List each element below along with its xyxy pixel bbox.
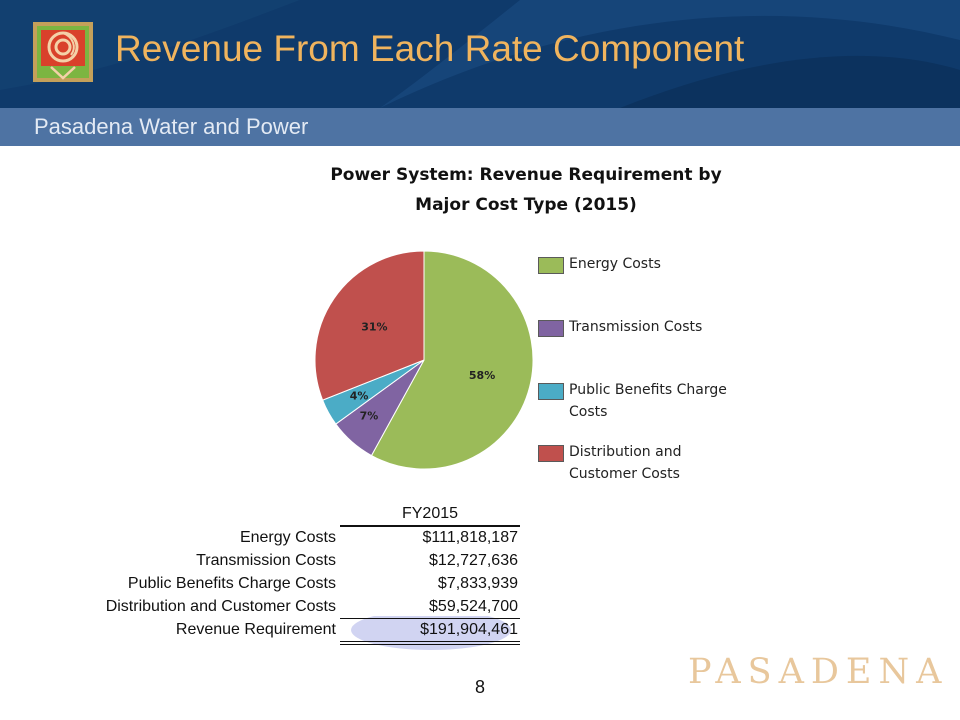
- legend-label-line: Energy Costs: [569, 256, 661, 272]
- pie-chart: 58% 7% 4% 31%: [314, 250, 534, 470]
- chart-title: Power System: Revenue Requirement by Maj…: [320, 160, 732, 220]
- chart-title-line-2: Major Cost Type (2015): [415, 195, 637, 215]
- legend-label: Transmission Costs: [569, 316, 759, 338]
- pie-data-label: 4%: [350, 390, 369, 403]
- table-row-label: Transmission Costs: [196, 552, 336, 569]
- legend-label: Energy Costs: [569, 253, 759, 275]
- legend-label-line: Customer Costs: [569, 466, 680, 482]
- pie-data-label: 31%: [361, 320, 387, 333]
- table-row-value: $111,818,187: [422, 529, 519, 546]
- table-row-label: Public Benefits Charge Costs: [127, 575, 336, 592]
- legend-label: Distribution and Customer Costs: [569, 441, 759, 485]
- table-row-value: $191,904,461: [420, 621, 518, 638]
- pie-slice-distribution-and-customer-costs: [314, 250, 425, 401]
- table-column-header: FY2015: [401, 505, 459, 522]
- legend-label-line: Transmission Costs: [569, 319, 703, 335]
- rose-logo-icon: [33, 22, 93, 82]
- pasadena-wordmark: PASADENA: [688, 652, 949, 692]
- chart-title-line-1: Power System: Revenue Requirement by: [330, 165, 722, 185]
- pie-data-label: 7%: [360, 410, 379, 423]
- legend-swatch: [538, 320, 564, 337]
- table-row: Energy Costs $111,818,187: [40, 527, 520, 550]
- table-header-rule: [340, 525, 520, 527]
- total-rule-bottom-1: [340, 641, 520, 642]
- legend-label-line: Distribution and: [569, 444, 682, 460]
- table-row-label: Distribution and Customer Costs: [105, 598, 336, 615]
- table-row-label: Energy Costs: [239, 529, 336, 546]
- table-row-label: Revenue Requirement: [175, 621, 336, 638]
- slide-title: Revenue From Each Rate Component: [115, 28, 745, 69]
- table-row-value: $7,833,939: [437, 575, 518, 592]
- table-row: Public Benefits Charge Costs $7,833,939: [40, 573, 520, 596]
- legend-swatch: [538, 257, 564, 274]
- table-row-value: $59,524,700: [429, 598, 518, 615]
- legend-swatch: [538, 383, 564, 400]
- table-row-value: $12,727,636: [429, 552, 518, 569]
- subheader-bar: [0, 108, 960, 146]
- legend-label-line: Public Benefits Charge: [569, 382, 727, 398]
- total-rule-top: [340, 618, 520, 619]
- legend-swatch: [538, 445, 564, 462]
- slide-subtitle: Pasadena Water and Power: [34, 114, 309, 139]
- legend-label-line: Costs: [569, 404, 608, 420]
- total-rule-bottom-2: [340, 644, 520, 645]
- table-total-row: Revenue Requirement $191,904,461: [40, 619, 520, 642]
- table-row: Transmission Costs $12,727,636: [40, 550, 520, 573]
- pie-slice-energy-costs: [370, 250, 534, 470]
- pie-data-label: 58%: [469, 369, 495, 382]
- legend-label: Public Benefits Charge Costs: [569, 379, 759, 423]
- table-row: Distribution and Customer Costs $59,524,7…: [40, 596, 520, 619]
- page-number: 8: [474, 677, 485, 697]
